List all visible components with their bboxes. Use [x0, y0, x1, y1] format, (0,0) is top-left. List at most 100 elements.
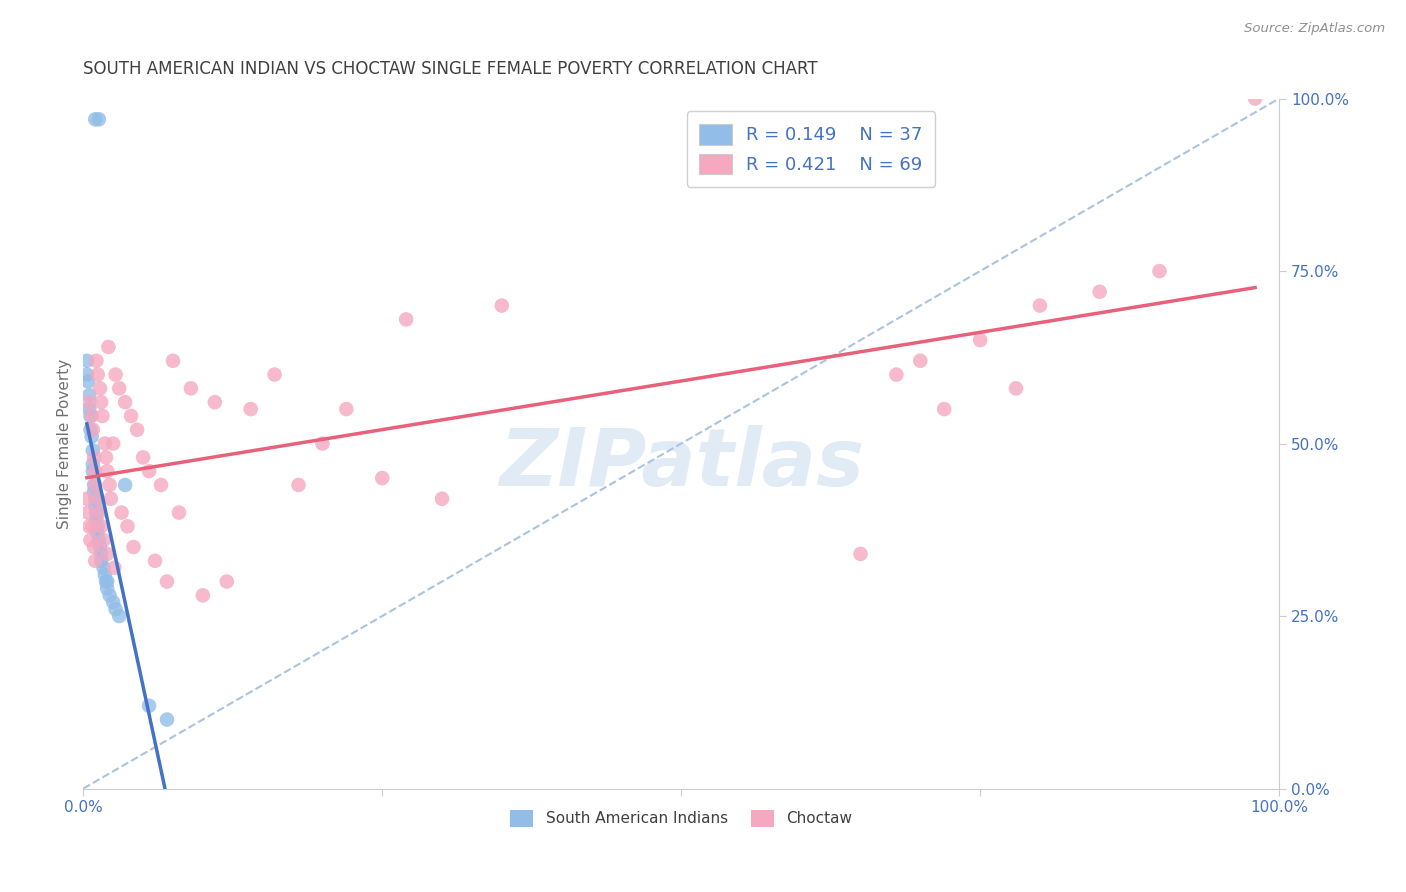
- Point: [430, 491, 453, 506]
- Point: [80, 430, 103, 444]
- Point: [114, 478, 136, 492]
- Point: [94, 436, 117, 450]
- Point: [1244, 92, 1267, 106]
- Point: [77, 402, 100, 417]
- Point: [76, 353, 98, 368]
- Point: [138, 698, 160, 713]
- Point: [117, 519, 139, 533]
- Point: [97, 340, 120, 354]
- Point: [98, 478, 121, 492]
- Point: [849, 547, 872, 561]
- Point: [83, 478, 105, 492]
- Point: [84, 478, 107, 492]
- Point: [94, 574, 117, 589]
- Y-axis label: Single Female Poverty: Single Female Poverty: [58, 359, 72, 529]
- Point: [180, 381, 202, 395]
- Point: [204, 395, 226, 409]
- Point: [76, 368, 98, 382]
- Point: [86, 519, 108, 533]
- Point: [77, 388, 100, 402]
- Point: [93, 560, 115, 574]
- Point: [82, 423, 104, 437]
- Point: [84, 499, 107, 513]
- Point: [371, 471, 394, 485]
- Point: [96, 574, 118, 589]
- Point: [96, 464, 118, 478]
- Point: [108, 609, 131, 624]
- Point: [76, 491, 98, 506]
- Point: [910, 353, 932, 368]
- Point: [114, 395, 136, 409]
- Point: [96, 547, 118, 561]
- Point: [86, 526, 108, 541]
- Legend: South American Indians, Choctaw: South American Indians, Choctaw: [505, 804, 858, 832]
- Point: [84, 491, 107, 506]
- Point: [86, 353, 108, 368]
- Point: [90, 547, 112, 561]
- Point: [969, 333, 991, 347]
- Point: [84, 464, 107, 478]
- Point: [1149, 264, 1171, 278]
- Point: [84, 554, 107, 568]
- Text: Source: ZipAtlas.com: Source: ZipAtlas.com: [1244, 22, 1385, 36]
- Point: [77, 506, 100, 520]
- Point: [395, 312, 418, 326]
- Point: [86, 512, 108, 526]
- Point: [167, 506, 190, 520]
- Point: [86, 368, 108, 382]
- Point: [104, 602, 127, 616]
- Point: [98, 588, 121, 602]
- Point: [82, 464, 104, 478]
- Point: [120, 409, 142, 423]
- Point: [83, 484, 105, 499]
- Point: [108, 381, 131, 395]
- Point: [90, 519, 112, 533]
- Point: [89, 381, 111, 395]
- Point: [104, 368, 127, 382]
- Point: [83, 450, 105, 465]
- Point: [86, 491, 108, 506]
- Point: [91, 409, 114, 423]
- Point: [93, 533, 115, 548]
- Point: [77, 375, 100, 389]
- Point: [87, 112, 110, 127]
- Point: [84, 112, 107, 127]
- Point: [90, 395, 112, 409]
- Point: [86, 506, 108, 520]
- Text: SOUTH AMERICAN INDIAN VS CHOCTAW SINGLE FEMALE POVERTY CORRELATION CHART: SOUTH AMERICAN INDIAN VS CHOCTAW SINGLE …: [83, 60, 818, 78]
- Point: [311, 436, 333, 450]
- Point: [335, 402, 357, 417]
- Point: [886, 368, 908, 382]
- Point: [79, 409, 101, 423]
- Point: [77, 519, 100, 533]
- Point: [934, 402, 956, 417]
- Point: [103, 436, 125, 450]
- Point: [89, 540, 111, 554]
- Point: [1005, 381, 1028, 395]
- Point: [110, 506, 132, 520]
- Point: [215, 574, 238, 589]
- Point: [287, 478, 309, 492]
- Point: [94, 450, 117, 465]
- Point: [191, 588, 214, 602]
- Point: [156, 713, 179, 727]
- Point: [82, 443, 104, 458]
- Point: [263, 368, 285, 382]
- Point: [82, 519, 104, 533]
- Point: [127, 423, 149, 437]
- Point: [1088, 285, 1111, 299]
- Point: [162, 353, 184, 368]
- Point: [83, 540, 105, 554]
- Point: [103, 560, 125, 574]
- Point: [77, 395, 100, 409]
- Point: [138, 464, 160, 478]
- Point: [143, 554, 166, 568]
- Point: [239, 402, 262, 417]
- Text: ZIPatlas: ZIPatlas: [499, 425, 863, 503]
- Point: [87, 506, 110, 520]
- Point: [132, 450, 155, 465]
- Point: [1029, 299, 1052, 313]
- Point: [96, 582, 118, 596]
- Point: [94, 567, 117, 582]
- Point: [122, 540, 145, 554]
